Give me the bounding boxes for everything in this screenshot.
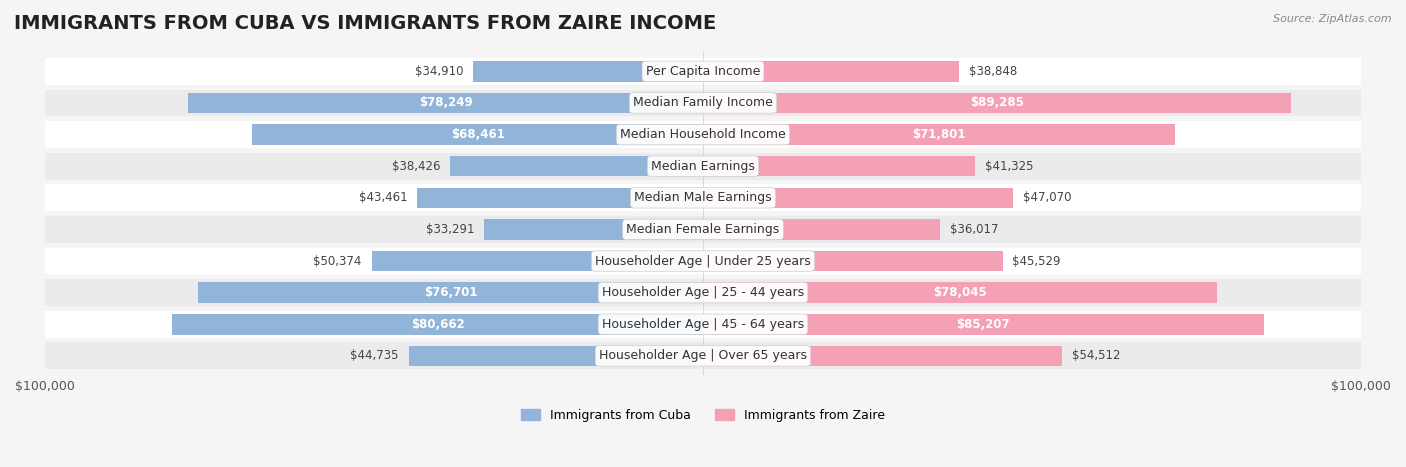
Text: Householder Age | Under 25 years: Householder Age | Under 25 years: [595, 255, 811, 268]
Bar: [703, 156, 974, 177]
Text: $85,207: $85,207: [956, 318, 1010, 331]
Text: $47,070: $47,070: [1022, 191, 1071, 204]
Text: $36,017: $36,017: [950, 223, 998, 236]
Bar: [703, 188, 1012, 208]
Text: $54,512: $54,512: [1071, 349, 1121, 362]
Bar: [45, 153, 1361, 180]
Bar: [703, 283, 1216, 303]
Bar: [703, 346, 1062, 366]
Bar: [45, 121, 1361, 148]
Bar: [474, 61, 703, 82]
Bar: [45, 216, 1361, 243]
Text: $38,848: $38,848: [969, 65, 1017, 78]
Text: Median Family Income: Median Family Income: [633, 97, 773, 109]
Text: $34,910: $34,910: [415, 65, 464, 78]
Text: Householder Age | Over 65 years: Householder Age | Over 65 years: [599, 349, 807, 362]
Text: Source: ZipAtlas.com: Source: ZipAtlas.com: [1274, 14, 1392, 24]
Text: $50,374: $50,374: [314, 255, 361, 268]
Bar: [703, 61, 959, 82]
Bar: [703, 92, 1291, 113]
Text: Per Capita Income: Per Capita Income: [645, 65, 761, 78]
Text: $71,801: $71,801: [912, 128, 966, 141]
Bar: [703, 219, 941, 240]
Text: $43,461: $43,461: [359, 191, 408, 204]
Legend: Immigrants from Cuba, Immigrants from Zaire: Immigrants from Cuba, Immigrants from Za…: [516, 403, 890, 427]
Bar: [45, 248, 1361, 275]
Bar: [418, 188, 703, 208]
Bar: [45, 184, 1361, 211]
Bar: [45, 90, 1361, 116]
Text: $45,529: $45,529: [1012, 255, 1062, 268]
Bar: [703, 314, 1264, 334]
Bar: [172, 314, 703, 334]
Text: Median Male Earnings: Median Male Earnings: [634, 191, 772, 204]
Text: $89,285: $89,285: [970, 97, 1024, 109]
Bar: [450, 156, 703, 177]
Text: IMMIGRANTS FROM CUBA VS IMMIGRANTS FROM ZAIRE INCOME: IMMIGRANTS FROM CUBA VS IMMIGRANTS FROM …: [14, 14, 716, 33]
Text: $78,045: $78,045: [934, 286, 987, 299]
Text: Median Female Earnings: Median Female Earnings: [627, 223, 779, 236]
Bar: [198, 283, 703, 303]
Text: Median Earnings: Median Earnings: [651, 160, 755, 173]
Text: $68,461: $68,461: [451, 128, 505, 141]
Text: $44,735: $44,735: [350, 349, 399, 362]
Text: Householder Age | 45 - 64 years: Householder Age | 45 - 64 years: [602, 318, 804, 331]
Bar: [45, 279, 1361, 306]
Text: Median Household Income: Median Household Income: [620, 128, 786, 141]
Bar: [703, 124, 1175, 145]
Text: $33,291: $33,291: [426, 223, 474, 236]
Text: $78,249: $78,249: [419, 97, 472, 109]
Bar: [484, 219, 703, 240]
Bar: [45, 342, 1361, 369]
Text: $38,426: $38,426: [392, 160, 440, 173]
Text: $41,325: $41,325: [984, 160, 1033, 173]
Text: $80,662: $80,662: [411, 318, 464, 331]
Bar: [371, 251, 703, 271]
Bar: [703, 251, 1002, 271]
Bar: [253, 124, 703, 145]
Bar: [188, 92, 703, 113]
Bar: [409, 346, 703, 366]
Text: $76,701: $76,701: [423, 286, 478, 299]
Bar: [45, 58, 1361, 85]
Text: Householder Age | 25 - 44 years: Householder Age | 25 - 44 years: [602, 286, 804, 299]
Bar: [45, 311, 1361, 338]
